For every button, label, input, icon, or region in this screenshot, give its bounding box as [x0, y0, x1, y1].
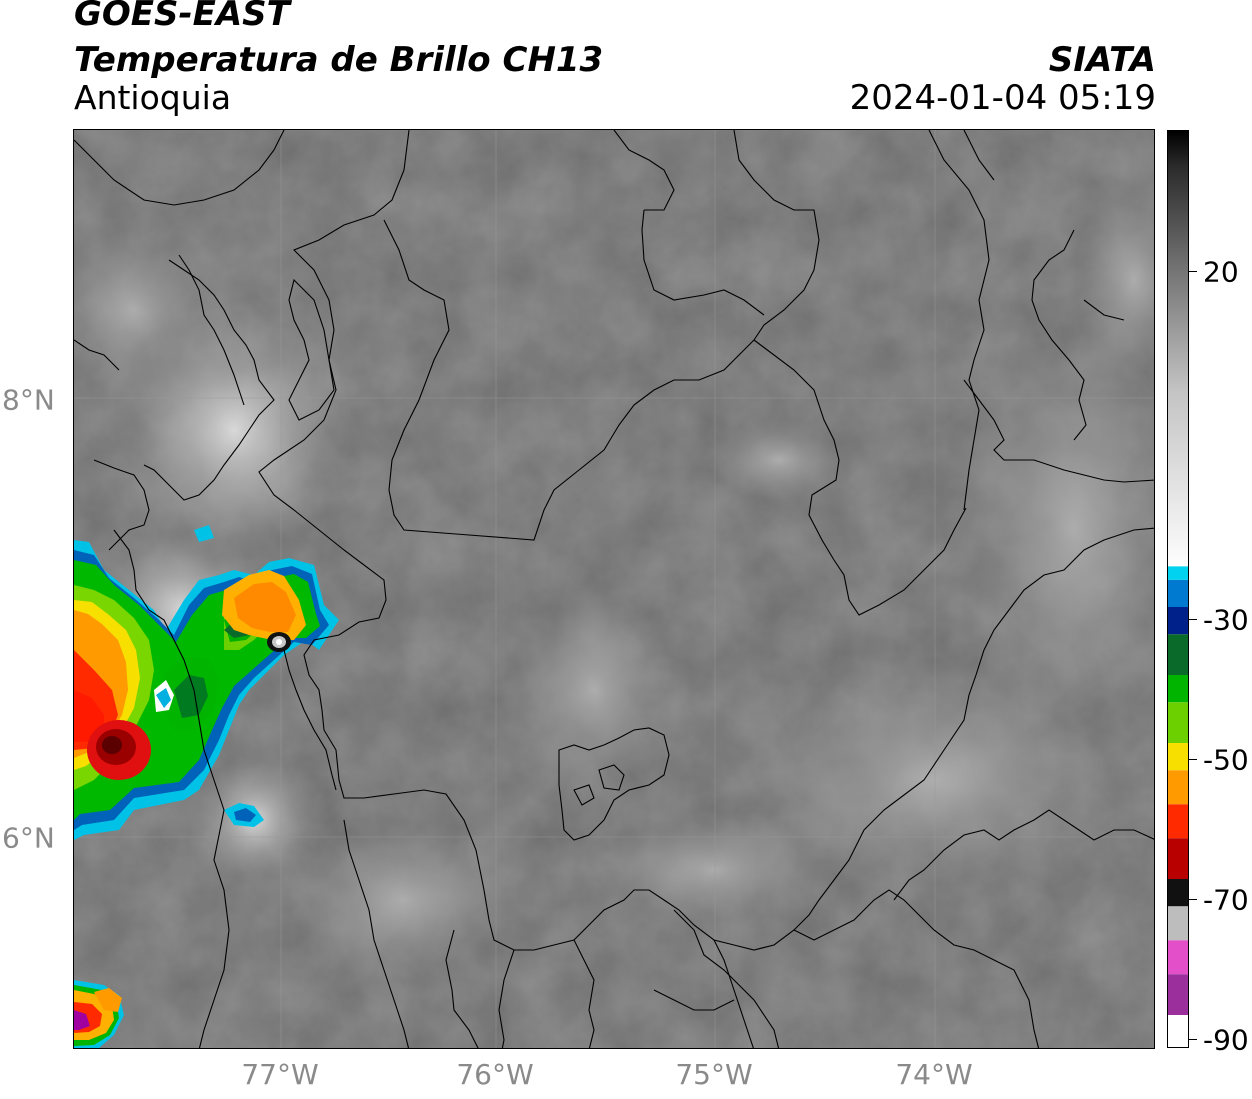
colorbar-tick [1189, 271, 1197, 272]
colorbar-segment [1168, 906, 1188, 941]
colorbar-segment [1168, 743, 1188, 771]
colorbar-segment [1168, 675, 1188, 703]
lon-label-75w: 75°W [675, 1058, 753, 1091]
light-patch [284, 820, 524, 980]
light-patch [954, 310, 1154, 750]
colorbar-label-minus30: -30 [1203, 603, 1249, 637]
colorbar-segment [1168, 634, 1188, 675]
colorbar-segment [1168, 838, 1188, 879]
boundaries [74, 130, 1154, 1048]
colorbar-label-minus70: -70 [1203, 883, 1249, 917]
colorbar-label-20: 20 [1203, 255, 1239, 289]
light-patch [74, 220, 214, 400]
colorbar-tick [1189, 1039, 1197, 1040]
colorbar-label-minus90: -90 [1203, 1023, 1249, 1057]
colorbar-segment [1168, 804, 1188, 839]
colorbar-segment [1168, 607, 1188, 635]
colorbar-tick [1189, 619, 1197, 620]
satellite-title: GOES-EAST [74, 0, 290, 34]
lat-label-8n: 8°N [2, 383, 55, 417]
colorbar-segment [1168, 1015, 1188, 1043]
colorbar-segment [1168, 702, 1188, 743]
colorbar-segment [1168, 974, 1188, 1015]
satellite-map [73, 129, 1155, 1049]
colorbar-grey-gradient [1168, 131, 1188, 567]
lon-label-76w: 76°W [456, 1058, 534, 1091]
light-patch [514, 580, 674, 800]
colorbar-segment [1168, 879, 1188, 907]
colorbar-tick [1189, 899, 1197, 900]
colorbar-segment [1168, 579, 1188, 607]
colorbar [1167, 130, 1189, 1048]
colorbar-tick [1189, 759, 1197, 760]
title-block: GOES-EAST Temperatura de Brillo CH13 Ant… [74, 0, 1156, 124]
storm-cell-western [74, 540, 339, 840]
map-svg [74, 130, 1154, 1048]
light-patch [594, 810, 834, 930]
datetime-label: 2024-01-04 05:19 [849, 78, 1156, 118]
product-title: Temperatura de Brillo CH13 [74, 40, 604, 80]
lon-label-77w: 77°W [241, 1058, 319, 1091]
colorbar-segment [1168, 940, 1188, 975]
colorbar-segment [1168, 770, 1188, 805]
region-title: Antioquia [74, 78, 232, 117]
storm-cell-southwest [74, 980, 124, 1048]
lat-label-6n: 6°N [2, 821, 55, 855]
light-patch [709, 420, 849, 500]
institution-title: SIATA [1048, 40, 1156, 80]
colorbar-label-minus50: -50 [1203, 743, 1249, 777]
lon-label-74w: 74°W [895, 1058, 973, 1091]
storm-cell-small [194, 525, 264, 827]
colorbar-segment [1168, 566, 1188, 580]
light-patch [1074, 180, 1154, 380]
colorbar-svg [1168, 131, 1188, 1043]
